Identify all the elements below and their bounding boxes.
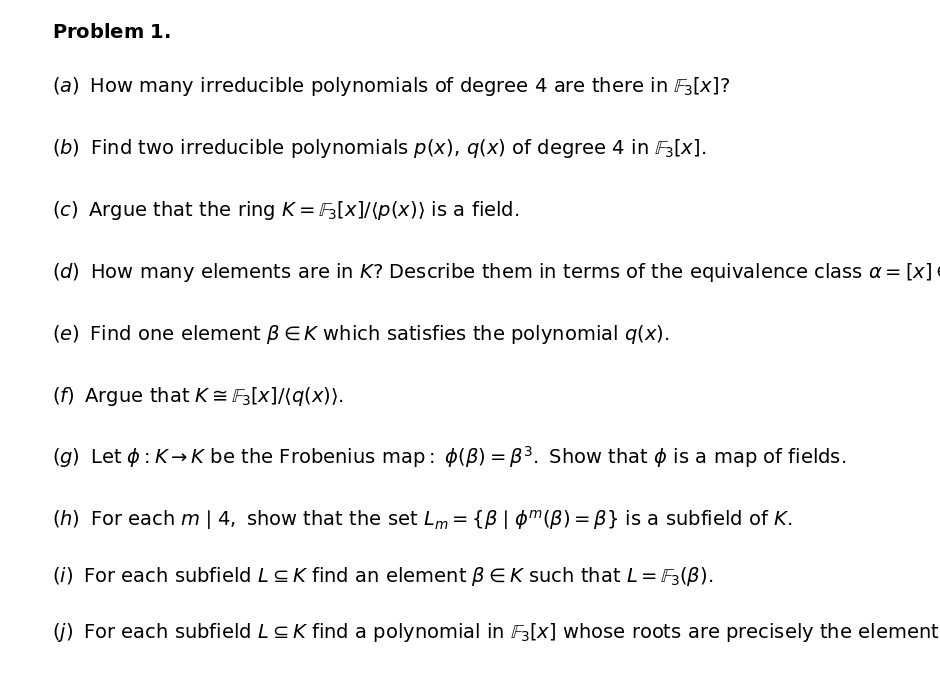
Text: $(h)\;\;\mathrm{For\ each\ }m\mid 4\mathrm{,\ show\ that\ the\ set\ }L_m=\{\beta: $(h)\;\;\mathrm{For\ each\ }m\mid 4\math… (52, 509, 792, 532)
Text: $(c)\;\;\mathrm{Argue\ that\ the\ ring\ }K=\mathbb{F}_3[x]/\langle p(x)\rangle\m: $(c)\;\;\mathrm{Argue\ that\ the\ ring\ … (52, 199, 520, 222)
Text: $(e)\;\;\mathrm{Find\ one\ element\ }\beta\in K\mathrm{\ which\ satisfies\ the\ : $(e)\;\;\mathrm{Find\ one\ element\ }\be… (52, 323, 669, 346)
Text: $(f)\;\;\mathrm{Argue\ that\ }K\cong\mathbb{F}_3[x]/\langle q(x)\rangle\mathrm{.: $(f)\;\;\mathrm{Argue\ that\ }K\cong\mat… (52, 385, 344, 408)
Text: $(i)\;\;\mathrm{For\ each\ subfield\ }L\subseteq K\mathrm{\ find\ an\ element\ }: $(i)\;\;\mathrm{For\ each\ subfield\ }L\… (52, 565, 713, 588)
Text: $\mathbf{Problem\ 1.}$: $\mathbf{Problem\ 1.}$ (52, 23, 171, 42)
Text: $(j)\;\;\mathrm{For\ each\ subfield\ }L\subseteq K\mathrm{\ find\ a\ polynomial\: $(j)\;\;\mathrm{For\ each\ subfield\ }L\… (52, 621, 940, 644)
Text: $(a)\;\;\mathrm{How\ many\ irreducible\ polynomials\ of\ degree\ 4\ are\ there\ : $(a)\;\;\mathrm{How\ many\ irreducible\ … (52, 75, 730, 98)
Text: $(d)\;\;\mathrm{How\ many\ elements\ are\ in\ }K\mathrm{?\ Describe\ them\ in\ t: $(d)\;\;\mathrm{How\ many\ elements\ are… (52, 261, 940, 284)
Text: $(b)\;\;\mathrm{Find\ two\ irreducible\ polynomials\ }p(x),\,q(x)\mathrm{\ of\ d: $(b)\;\;\mathrm{Find\ two\ irreducible\ … (52, 137, 706, 160)
Text: $(g)\;\;\mathrm{Let\ }\phi:K\to K\mathrm{\ be\ the\ Frobenius\ map:\ }\phi(\beta: $(g)\;\;\mathrm{Let\ }\phi:K\to K\mathrm… (52, 444, 846, 470)
